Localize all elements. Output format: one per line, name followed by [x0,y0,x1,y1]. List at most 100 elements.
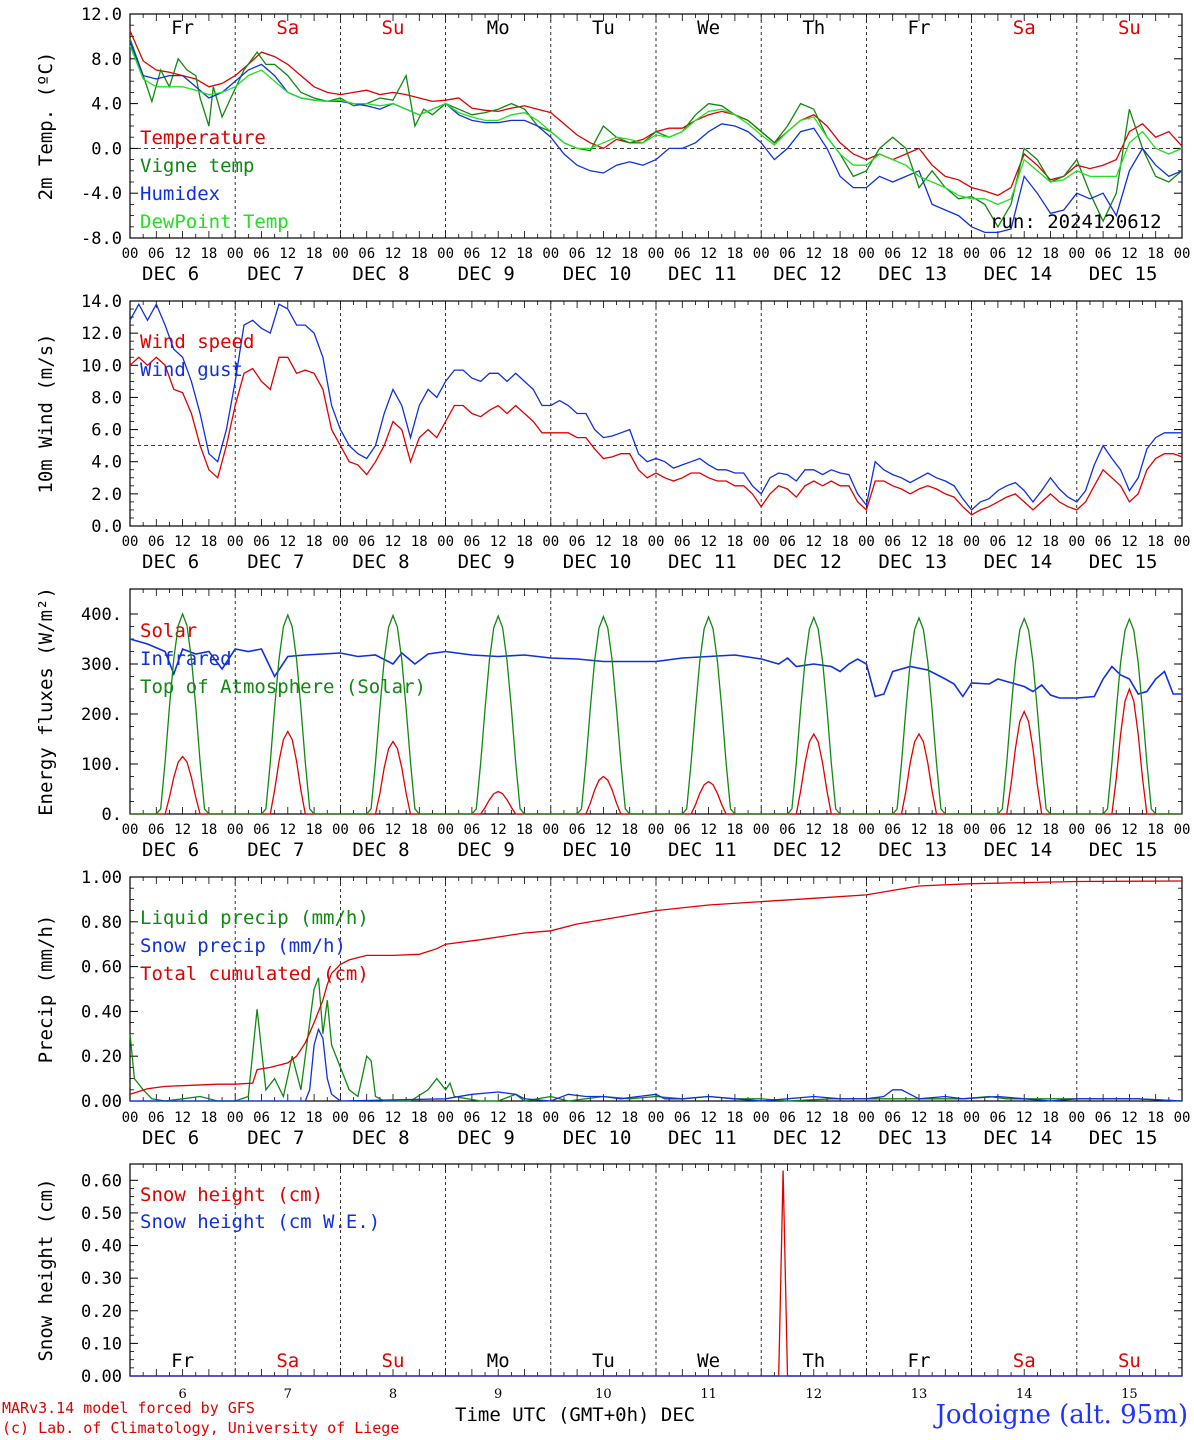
weekday-label: Su [382,1350,405,1372]
date-label: DEC 13 [878,551,947,573]
date-label: DEC 6 [142,839,199,861]
weekday-label: Sa [276,1350,299,1372]
hour-tick-label: 18 [937,1110,954,1126]
date-label: DEC 10 [563,1127,632,1149]
model-line: MARv3.14 model forced by GFS [2,1399,255,1417]
hour-tick-label: 00 [1174,1110,1191,1126]
hour-tick-label: 06 [884,534,901,550]
panel-1: 12.0 8.0 4.0 0.0 -4.0 -8.0 2m Temp. (ºC) 00 06 12… [35,5,1190,285]
hour-tick-label: 18 [1042,822,1059,838]
day-number-label: 10 [595,1387,612,1402]
hour-tick-label: 18 [1042,534,1059,550]
series-line-3 [129,880,1183,1095]
hour-tick-label: 12 [1121,534,1138,550]
hour-tick-label: 00 [753,822,770,838]
day-number-label: 8 [389,1387,397,1402]
series-line-4 [129,45,1183,206]
date-label: DEC 15 [1089,551,1158,573]
hour-tick-label: 00 [1174,534,1191,550]
hour-tick-label: 00 [648,534,665,550]
y-tick-label: 100. [81,755,122,775]
day-number-label: 11 [700,1387,717,1402]
date-label: DEC 11 [668,263,737,285]
weekday-label: Sa [1013,17,1036,39]
hour-tick-label: 00 [437,822,454,838]
weekday-label: Sa [276,17,299,39]
hour-tick-label: 06 [674,246,691,262]
weekday-label: Fr [908,1350,931,1372]
y-tick-label: 8.0 [91,388,122,408]
y-tick-label: -4.0 [81,184,122,204]
hour-tick-label: 18 [832,822,849,838]
hour-tick-label: 06 [358,534,375,550]
hour-tick-label: 12 [279,246,296,262]
y-axis-label: 2m Temp. (ºC) [35,52,57,201]
hour-tick-label: 00 [648,1110,665,1126]
date-label: DEC 6 [142,263,199,285]
date-label: DEC 15 [1089,1127,1158,1149]
plot-frame [129,588,1183,815]
month-label: DEC [660,1404,696,1426]
hour-tick-label: 00 [122,534,139,550]
hour-tick-label: 06 [884,822,901,838]
hour-tick-label: 06 [674,822,691,838]
hour-tick-label: 18 [306,534,323,550]
hour-tick-label: 06 [1095,822,1112,838]
hour-tick-label: 06 [358,1110,375,1126]
hour-tick-label: 06 [463,534,480,550]
hour-tick-label: 00 [963,534,980,550]
weekday-label: Su [1118,1350,1141,1372]
y-tick-label: 4.0 [91,95,122,115]
hour-tick-label: 00 [122,1110,139,1126]
hour-tick-label: 00 [858,1110,875,1126]
date-label: DEC 14 [984,839,1053,861]
y-tick-label: 4.0 [91,453,122,473]
hour-tick-label: 18 [621,246,638,262]
legend-entry: Top of Atmosphere (Solar) [140,676,426,698]
date-label: DEC 9 [458,839,515,861]
hour-tick-label: 12 [174,1110,191,1126]
hour-tick-label: 18 [621,1110,638,1126]
y-tick-label: 0.80 [81,913,122,933]
hour-tick-label: 18 [306,822,323,838]
weekday-label: Th [802,1350,825,1372]
hour-tick-label: 18 [411,1110,428,1126]
y-tick-label: 0.30 [81,1269,122,1289]
hour-tick-label: 18 [726,534,743,550]
hour-tick-label: 12 [1121,822,1138,838]
hour-tick-label: 12 [279,534,296,550]
hour-tick-label: 00 [858,534,875,550]
weekday-label: Sa [1013,1350,1036,1372]
hour-tick-label: 18 [1147,1110,1164,1126]
date-label: DEC 7 [247,839,304,861]
hour-tick-label: 06 [779,822,796,838]
hour-tick-label: 18 [621,534,638,550]
legend-entry: Infrared [140,648,232,670]
hour-tick-label: 18 [726,1110,743,1126]
hour-tick-label: 18 [937,534,954,550]
hour-tick-label: 00 [227,246,244,262]
hour-tick-label: 12 [1016,822,1033,838]
hour-tick-label: 12 [490,246,507,262]
y-tick-label: 0.00 [81,1092,122,1112]
legend-entry: Snow height (cm) [140,1184,323,1206]
weekday-label: Su [1118,17,1141,39]
hour-tick-label: 12 [805,1110,822,1126]
hour-tick-label: 12 [911,1110,928,1126]
hour-tick-label: 06 [779,534,796,550]
hour-tick-label: 18 [516,534,533,550]
location-label: Jodoigne (alt. 95m) [935,1400,1188,1430]
hour-tick-label: 18 [726,822,743,838]
hour-tick-label: 06 [148,246,165,262]
y-tick-label: 0.40 [81,1237,122,1257]
hour-tick-label: 00 [542,822,559,838]
hour-tick-label: 18 [1147,822,1164,838]
hour-tick-label: 06 [569,534,586,550]
day-number-label: 12 [806,1387,823,1402]
hour-tick-label: 06 [463,822,480,838]
hour-tick-label: 00 [542,1110,559,1126]
hour-tick-label: 00 [963,246,980,262]
hour-tick-label: 18 [516,822,533,838]
hour-tick-label: 12 [174,822,191,838]
